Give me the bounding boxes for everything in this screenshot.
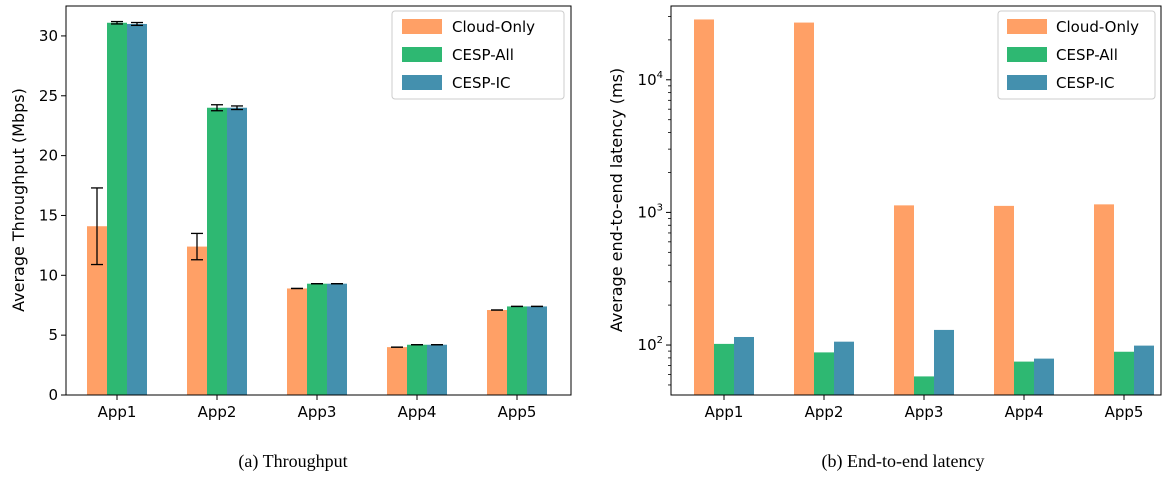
latency-legend-label-cloud-only: Cloud-Only [1056, 18, 1139, 36]
throughput-legend-label-cloud-only: Cloud-Only [452, 18, 535, 36]
throughput-bar-cesp-ic-app2 [227, 108, 247, 395]
throughput-y-tick-label: 0 [48, 386, 58, 404]
latency-x-tick-label-app4: App4 [1005, 403, 1044, 421]
latency-legend: Cloud-Only CESP-All CESP-IC [998, 11, 1155, 99]
throughput-y-ticks: 0 5 10 15 20 25 30 [39, 27, 66, 404]
throughput-x-tick-label-app2: App2 [198, 403, 237, 421]
latency-bar-cesp-all-app5 [1114, 352, 1134, 395]
latency-y-tick-label: 104 [638, 70, 663, 89]
throughput-bar-cesp-ic-app1 [127, 24, 147, 395]
throughput-y-axis-title: Average Throughput (Mbps) [9, 88, 28, 312]
latency-bar-cesp-all-app1 [714, 344, 734, 395]
latency-bar-cloud-only-app4 [994, 206, 1014, 395]
latency-legend-swatch-cesp-ic [1007, 75, 1047, 90]
latency-bar-cesp-all-app4 [1014, 362, 1034, 395]
latency-bar-cloud-only-app5 [1094, 204, 1114, 395]
throughput-x-tick-label-app3: App3 [298, 403, 337, 421]
throughput-legend-swatch-cesp-ic [402, 75, 442, 90]
throughput-bar-cloud-only-app3 [287, 288, 307, 395]
latency-legend-swatch-cesp-all [1007, 47, 1047, 62]
latency-x-ticks: App1 App2 App3 App4 App5 [705, 395, 1144, 421]
latency-bar-cesp-all-app3 [914, 376, 934, 395]
latency-bar-cesp-all-app2 [814, 352, 834, 395]
latency-legend-label-cesp-all: CESP-All [1056, 46, 1118, 64]
throughput-y-tick-label: 5 [48, 326, 58, 344]
throughput-legend-label-cesp-ic: CESP-IC [452, 74, 511, 92]
latency-y-ticks: 102 103 104 [638, 17, 671, 385]
latency-chart: 102 103 104 App1 App2 App3 App4 App5 Average e… [607, 6, 1161, 472]
throughput-x-tick-label-app1: App1 [98, 403, 137, 421]
latency-legend-label-cesp-ic: CESP-IC [1056, 74, 1115, 92]
throughput-bar-cesp-all-app2 [207, 108, 227, 395]
latency-y-tick-label: 103 [638, 202, 663, 221]
throughput-bar-cesp-all-app3 [307, 284, 327, 395]
throughput-x-tick-label-app5: App5 [498, 403, 537, 421]
throughput-bar-cesp-ic-app4 [427, 345, 447, 395]
throughput-chart: 0 5 10 15 20 25 30 App1 App2 App3 App4 App5 Averag… [9, 6, 571, 472]
throughput-y-tick-label: 25 [39, 87, 58, 105]
throughput-bar-cesp-all-app4 [407, 345, 427, 395]
throughput-legend: Cloud-Only CESP-All CESP-IC [392, 11, 564, 99]
latency-bar-cesp-ic-app2 [834, 342, 854, 395]
throughput-y-tick-label: 20 [39, 147, 58, 165]
latency-x-tick-label-app2: App2 [805, 403, 844, 421]
throughput-bar-cesp-ic-app3 [327, 284, 347, 395]
latency-x-tick-label-app3: App3 [905, 403, 944, 421]
latency-y-tick-label: 102 [638, 335, 663, 354]
latency-caption: (b) End-to-end latency [822, 451, 985, 472]
throughput-bar-cloud-only-app5 [487, 310, 507, 395]
latency-bar-cesp-ic-app1 [734, 337, 754, 395]
latency-bar-cesp-ic-app5 [1134, 346, 1154, 395]
throughput-x-ticks: App1 App2 App3 App4 App5 [98, 395, 537, 421]
throughput-bar-cesp-all-app5 [507, 306, 527, 395]
latency-legend-swatch-cloud-only [1007, 19, 1047, 34]
latency-bar-cloud-only-app2 [794, 23, 814, 395]
latency-bar-cloud-only-app3 [894, 205, 914, 395]
throughput-caption: (a) Throughput [238, 451, 347, 472]
latency-bar-cesp-ic-app4 [1034, 359, 1054, 395]
throughput-bar-cesp-ic-app5 [527, 306, 547, 395]
throughput-legend-swatch-cloud-only [402, 19, 442, 34]
throughput-bar-cesp-all-app1 [107, 23, 127, 395]
latency-x-tick-label-app1: App1 [705, 403, 744, 421]
throughput-y-tick-label: 10 [39, 266, 58, 284]
throughput-legend-swatch-cesp-all [402, 47, 442, 62]
throughput-legend-label-cesp-all: CESP-All [452, 46, 514, 64]
throughput-x-tick-label-app4: App4 [398, 403, 437, 421]
latency-bar-cloud-only-app1 [694, 19, 714, 395]
throughput-bar-cloud-only-app4 [387, 347, 407, 395]
throughput-y-tick-label: 15 [39, 206, 58, 224]
latency-y-axis-title: Average end-to-end latency (ms) [607, 68, 626, 332]
latency-x-tick-label-app5: App5 [1105, 403, 1144, 421]
throughput-y-tick-label: 30 [39, 27, 58, 45]
throughput-bar-cloud-only-app2 [187, 247, 207, 395]
latency-bar-cesp-ic-app3 [934, 330, 954, 395]
